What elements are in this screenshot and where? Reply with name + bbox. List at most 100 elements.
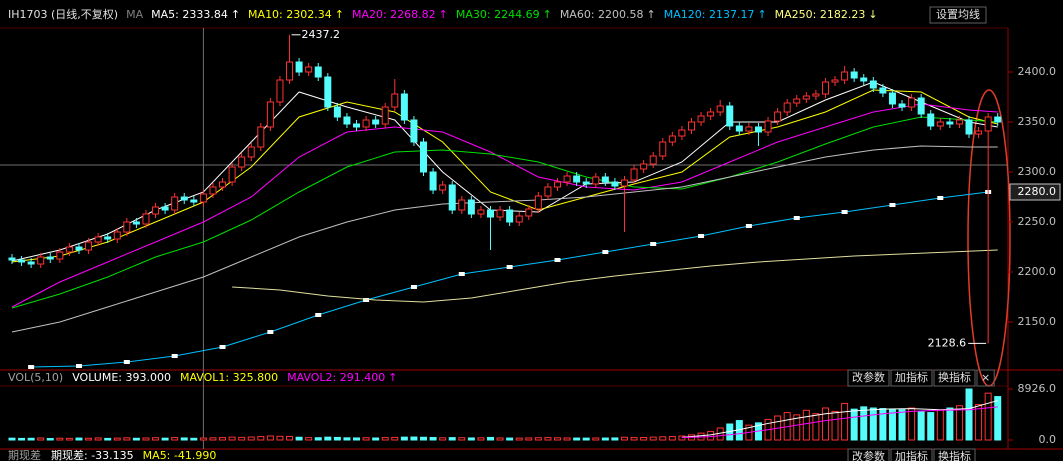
volume-bar [563, 437, 571, 441]
button[interactable] [976, 369, 995, 387]
volume-bar [219, 437, 227, 441]
line-marker [745, 224, 752, 228]
volume-bar [228, 436, 236, 441]
button-label[interactable]: 改参数 [852, 449, 885, 461]
legend-item: VOLUME: 393.000 [72, 371, 171, 384]
button[interactable] [847, 369, 890, 387]
volume-bar [152, 437, 160, 441]
candle-body [707, 111, 715, 117]
button[interactable] [929, 6, 987, 24]
button-label[interactable]: 换指标 [938, 449, 971, 461]
legend-item: MA5: 2333.84 [151, 8, 228, 21]
volume-bar [611, 437, 619, 441]
candle-body [228, 166, 236, 183]
line-marker [219, 345, 226, 349]
volume-bar [286, 435, 294, 441]
volume-bar [123, 437, 131, 441]
button-label[interactable]: 换指标 [938, 370, 971, 384]
volume-bar [640, 436, 648, 441]
button[interactable] [847, 448, 890, 461]
candle-body [333, 106, 341, 118]
volume-bar [314, 437, 322, 441]
volume-bar [439, 437, 447, 441]
volume-bar [410, 436, 418, 441]
candle-body [620, 179, 628, 187]
candle-body [754, 126, 762, 133]
volume-bar [984, 392, 992, 441]
volume-bar [333, 436, 341, 441]
candle-body [266, 101, 274, 128]
button[interactable] [890, 448, 933, 461]
volume-bar [27, 437, 35, 441]
volume-bar [18, 437, 26, 441]
volume-bar [104, 437, 112, 441]
volume-bar [142, 437, 150, 441]
volume-bar [161, 437, 169, 441]
volume-bar [75, 437, 83, 441]
volume-bar [381, 437, 389, 441]
candle-body [745, 126, 753, 132]
candle-body [630, 168, 638, 181]
volume-bar [659, 436, 667, 441]
line-marker [267, 330, 274, 334]
candle-body [735, 125, 743, 132]
candle-body [793, 98, 801, 104]
volume-bar [295, 436, 303, 441]
volume-bar [420, 436, 428, 441]
button[interactable] [933, 448, 976, 461]
candle-body [774, 111, 782, 122]
candle-body [563, 175, 571, 183]
volume-bar [324, 436, 332, 441]
volume-bar [171, 437, 179, 441]
candle-body [400, 93, 408, 121]
legend-item: VOL(5,10) [8, 371, 63, 384]
candle-body [955, 119, 963, 125]
line-marker [698, 234, 705, 238]
line-marker [937, 196, 944, 200]
button[interactable] [890, 369, 933, 387]
button-label[interactable]: 加指标 [895, 449, 928, 461]
button-label[interactable]: 加指标 [895, 370, 928, 384]
candle-body [860, 77, 868, 82]
volume-bar [917, 410, 925, 441]
legend-item: MA30: 2244.69 [456, 8, 540, 21]
volume-bar [802, 409, 810, 441]
candle-body [353, 123, 361, 128]
volume-bar [850, 408, 858, 441]
candle-body [372, 119, 380, 125]
candle-body [132, 221, 140, 225]
button[interactable] [933, 369, 976, 387]
volume-bar [199, 437, 207, 441]
volume-bar [496, 437, 504, 441]
volume-bar [238, 436, 246, 441]
button-label[interactable]: × [981, 371, 990, 384]
button-label[interactable]: 改参数 [852, 370, 885, 384]
line-marker [793, 216, 800, 220]
line-marker [554, 258, 561, 262]
legend-item: MA60: 2200.58 [560, 8, 644, 21]
legend-item: MA5: -41.990 [143, 449, 217, 461]
volume-bar [515, 437, 523, 441]
legend-arrow: ↑ [388, 371, 397, 384]
candle-body [687, 121, 695, 131]
volume-bar [247, 436, 255, 441]
volume-bar [372, 437, 380, 441]
legend-arrow: ↑ [757, 8, 766, 21]
volume-bar [353, 437, 361, 441]
candle-body [123, 221, 131, 233]
candle-body [946, 121, 954, 125]
candle-body [821, 81, 829, 95]
candle-body [219, 181, 227, 188]
candle-body [65, 246, 73, 253]
legend-item: MA10: 2302.34 [248, 8, 332, 21]
volume-bar [8, 437, 16, 441]
candle-body [668, 135, 676, 143]
volume-bar [46, 438, 54, 441]
volume-bar [860, 406, 868, 441]
candle-body [324, 76, 332, 108]
button-label[interactable]: 设置均线 [936, 7, 980, 21]
y-tick-label: 2300.0 [1018, 165, 1057, 178]
volume-bar [678, 435, 686, 441]
line-marker [28, 365, 35, 369]
candle-body [601, 176, 609, 183]
